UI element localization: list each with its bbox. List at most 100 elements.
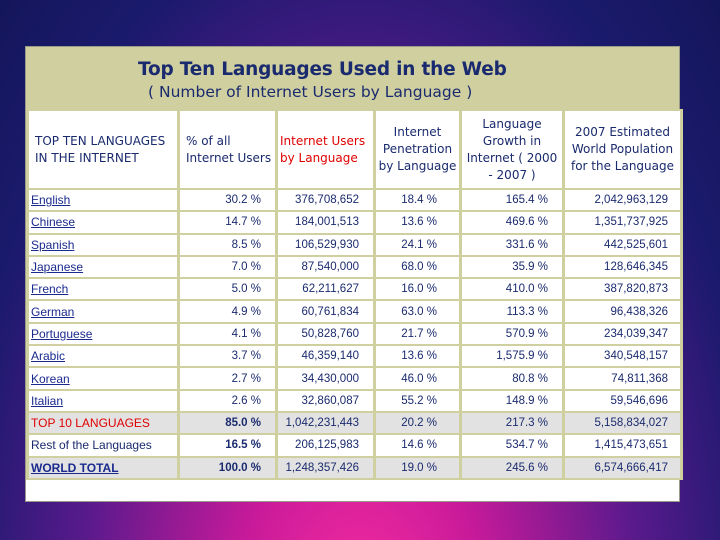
growth-cell: 80.8 %: [462, 368, 562, 389]
users-cell: 50,828,760: [278, 323, 373, 345]
language-cell[interactable]: Japanese: [29, 256, 177, 278]
growth-cell: 1,575.9 %: [462, 346, 562, 367]
percent-cell: 8.5 %: [180, 234, 275, 255]
header-growth: Language Growth in Internet ( 2000 - 200…: [462, 111, 562, 188]
population-cell: 2,042,963,129: [565, 190, 680, 211]
header-users: Internet Users by Language: [278, 111, 373, 188]
penetration-cell: 63.0 %: [376, 301, 459, 322]
slide: Top Ten Languages Used in the Web ( Numb…: [25, 46, 683, 502]
table-row: TOP 10 LANGUAGES 85.0 % 1,042,231,443 20.2 …: [29, 412, 680, 434]
population-cell: 442,525,601: [565, 234, 680, 255]
penetration-cell: 20.2 %: [376, 412, 459, 434]
population-cell: 59,546,696: [565, 390, 680, 411]
language-cell[interactable]: Korean: [29, 368, 177, 389]
language-cell[interactable]: Portuguese: [29, 323, 177, 345]
language-cell[interactable]: German: [29, 301, 177, 322]
users-cell: 184,001,513: [278, 212, 373, 233]
header-language: TOP TEN LANGUAGES IN THE INTERNET: [29, 111, 177, 188]
header-population: 2007 Estimated World Population for the …: [565, 111, 680, 188]
table-row: Korean 2.7 % 34,430,000 46.0 % 80.8 % 74,811,…: [29, 368, 680, 389]
language-cell[interactable]: English: [29, 190, 177, 211]
table-row: Arabic 3.7 % 46,359,140 13.6 % 1,575.9 % 340,…: [29, 346, 680, 367]
penetration-cell: 68.0 %: [376, 256, 459, 278]
growth-cell: 113.3 %: [462, 301, 562, 322]
population-cell: 96,438,326: [565, 301, 680, 322]
percent-cell: 4.9 %: [180, 301, 275, 322]
users-cell: 32,860,087: [278, 390, 373, 411]
percent-cell: 7.0 %: [180, 256, 275, 278]
population-cell: 1,351,737,925: [565, 212, 680, 233]
language-cell[interactable]: Italian: [29, 390, 177, 411]
population-cell: 234,039,347: [565, 323, 680, 345]
users-cell: 34,430,000: [278, 368, 373, 389]
growth-cell: 570.9 %: [462, 323, 562, 345]
penetration-cell: 55.2 %: [376, 390, 459, 411]
percent-cell: 2.6 %: [180, 390, 275, 411]
percent-cell: 5.0 %: [180, 279, 275, 300]
users-cell: 106,529,930: [278, 234, 373, 255]
table-row: German 4.9 % 60,761,834 63.0 % 113.3 % 96,438…: [29, 301, 680, 322]
users-cell: 376,708,652: [278, 190, 373, 211]
population-cell: 128,646,345: [565, 256, 680, 278]
languages-table: TOP TEN LANGUAGES IN THE INTERNET % of a…: [26, 109, 683, 480]
users-cell: 62,211,627: [278, 279, 373, 300]
percent-cell: 2.7 %: [180, 368, 275, 389]
population-cell: 5,158,834,027: [565, 412, 680, 434]
header-penetration: Internet Penetration by Language: [376, 111, 459, 188]
population-cell: 1,415,473,651: [565, 435, 680, 456]
percent-cell: 85.0 %: [180, 412, 275, 434]
growth-cell: 35.9 %: [462, 256, 562, 278]
users-cell: 1,042,231,443: [278, 412, 373, 434]
users-cell: 87,540,000: [278, 256, 373, 278]
penetration-cell: 19.0 %: [376, 457, 459, 478]
growth-cell: 331.6 %: [462, 234, 562, 255]
growth-cell: 165.4 %: [462, 190, 562, 211]
penetration-cell: 18.4 %: [376, 190, 459, 211]
table-row: WORLD TOTAL 100.0 % 1,248,357,426 19.0 % 245…: [29, 457, 680, 478]
growth-cell: 469.6 %: [462, 212, 562, 233]
penetration-cell: 24.1 %: [376, 234, 459, 255]
language-cell[interactable]: French: [29, 279, 177, 300]
language-cell[interactable]: Spanish: [29, 234, 177, 255]
percent-cell: 30.2 %: [180, 190, 275, 211]
language-cell[interactable]: WORLD TOTAL: [29, 457, 177, 478]
penetration-cell: 13.6 %: [376, 346, 459, 367]
growth-cell: 410.0 %: [462, 279, 562, 300]
language-cell: Rest of the Languages: [29, 435, 177, 456]
percent-cell: 4.1 %: [180, 323, 275, 345]
population-cell: 340,548,157: [565, 346, 680, 367]
users-cell: 1,248,357,426: [278, 457, 373, 478]
table-row: Spanish 8.5 % 106,529,930 24.1 % 331.6 % 442,…: [29, 234, 680, 255]
language-cell: TOP 10 LANGUAGES: [29, 412, 177, 434]
table-row: Portuguese 4.1 % 50,828,760 21.7 % 570.9 % 23…: [29, 323, 680, 345]
percent-cell: 14.7 %: [180, 212, 275, 233]
language-cell[interactable]: Chinese: [29, 212, 177, 233]
table-row: Chinese 14.7 % 184,001,513 13.6 % 469.6 % 1,3…: [29, 212, 680, 233]
page-title: Top Ten Languages Used in the Web: [138, 59, 507, 80]
table-row: Japanese 7.0 % 87,540,000 68.0 % 35.9 % 128,6…: [29, 256, 680, 278]
table-row: English 30.2 % 376,708,652 18.4 % 165.4 % 2,0…: [29, 190, 680, 211]
penetration-cell: 13.6 %: [376, 212, 459, 233]
title-band: Top Ten Languages Used in the Web ( Numb…: [26, 47, 679, 109]
penetration-cell: 21.7 %: [376, 323, 459, 345]
population-cell: 387,820,873: [565, 279, 680, 300]
percent-cell: 3.7 %: [180, 346, 275, 367]
growth-cell: 534.7 %: [462, 435, 562, 456]
penetration-cell: 14.6 %: [376, 435, 459, 456]
population-cell: 6,574,666,417: [565, 457, 680, 478]
penetration-cell: 46.0 %: [376, 368, 459, 389]
growth-cell: 217.3 %: [462, 412, 562, 434]
users-cell: 46,359,140: [278, 346, 373, 367]
population-cell: 74,811,368: [565, 368, 680, 389]
users-cell: 60,761,834: [278, 301, 373, 322]
page-subtitle: ( Number of Internet Users by Language ): [148, 83, 473, 101]
percent-cell: 100.0 %: [180, 457, 275, 478]
header-percent: % of all Internet Users: [180, 111, 275, 188]
users-cell: 206,125,983: [278, 435, 373, 456]
penetration-cell: 16.0 %: [376, 279, 459, 300]
growth-cell: 245.6 %: [462, 457, 562, 478]
percent-cell: 16.5 %: [180, 435, 275, 456]
table-row: French 5.0 % 62,211,627 16.0 % 410.0 % 387,82…: [29, 279, 680, 300]
header-row: TOP TEN LANGUAGES IN THE INTERNET % of a…: [29, 111, 680, 188]
language-cell[interactable]: Arabic: [29, 346, 177, 367]
